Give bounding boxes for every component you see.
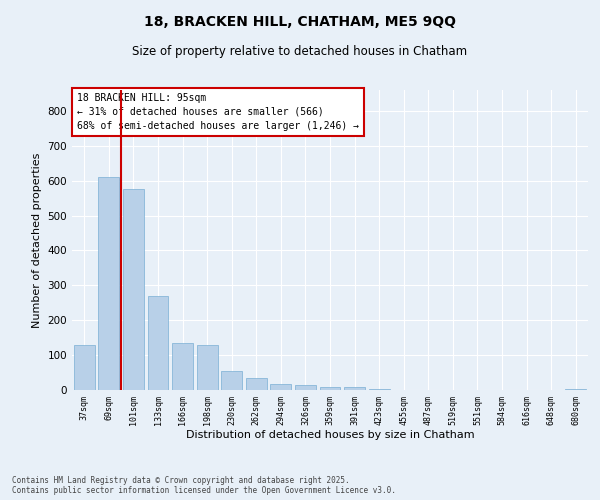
- Bar: [344, 387, 365, 390]
- Text: 18 BRACKEN HILL: 95sqm
← 31% of detached houses are smaller (566)
68% of semi-de: 18 BRACKEN HILL: 95sqm ← 31% of detached…: [77, 93, 359, 131]
- Text: Size of property relative to detached houses in Chatham: Size of property relative to detached ho…: [133, 45, 467, 58]
- Bar: [98, 177, 119, 390]
- Text: 18, BRACKEN HILL, CHATHAM, ME5 9QQ: 18, BRACKEN HILL, CHATHAM, ME5 9QQ: [144, 15, 456, 29]
- Bar: [295, 385, 316, 390]
- Bar: [320, 386, 340, 390]
- Y-axis label: Number of detached properties: Number of detached properties: [32, 152, 42, 328]
- Bar: [74, 344, 95, 390]
- Bar: [221, 371, 242, 390]
- Text: Contains HM Land Registry data © Crown copyright and database right 2025.
Contai: Contains HM Land Registry data © Crown c…: [12, 476, 396, 495]
- Bar: [172, 343, 193, 390]
- Bar: [271, 384, 292, 390]
- Bar: [246, 378, 267, 390]
- Bar: [123, 190, 144, 390]
- X-axis label: Distribution of detached houses by size in Chatham: Distribution of detached houses by size …: [185, 430, 475, 440]
- Bar: [565, 389, 586, 390]
- Bar: [197, 344, 218, 390]
- Bar: [148, 296, 169, 390]
